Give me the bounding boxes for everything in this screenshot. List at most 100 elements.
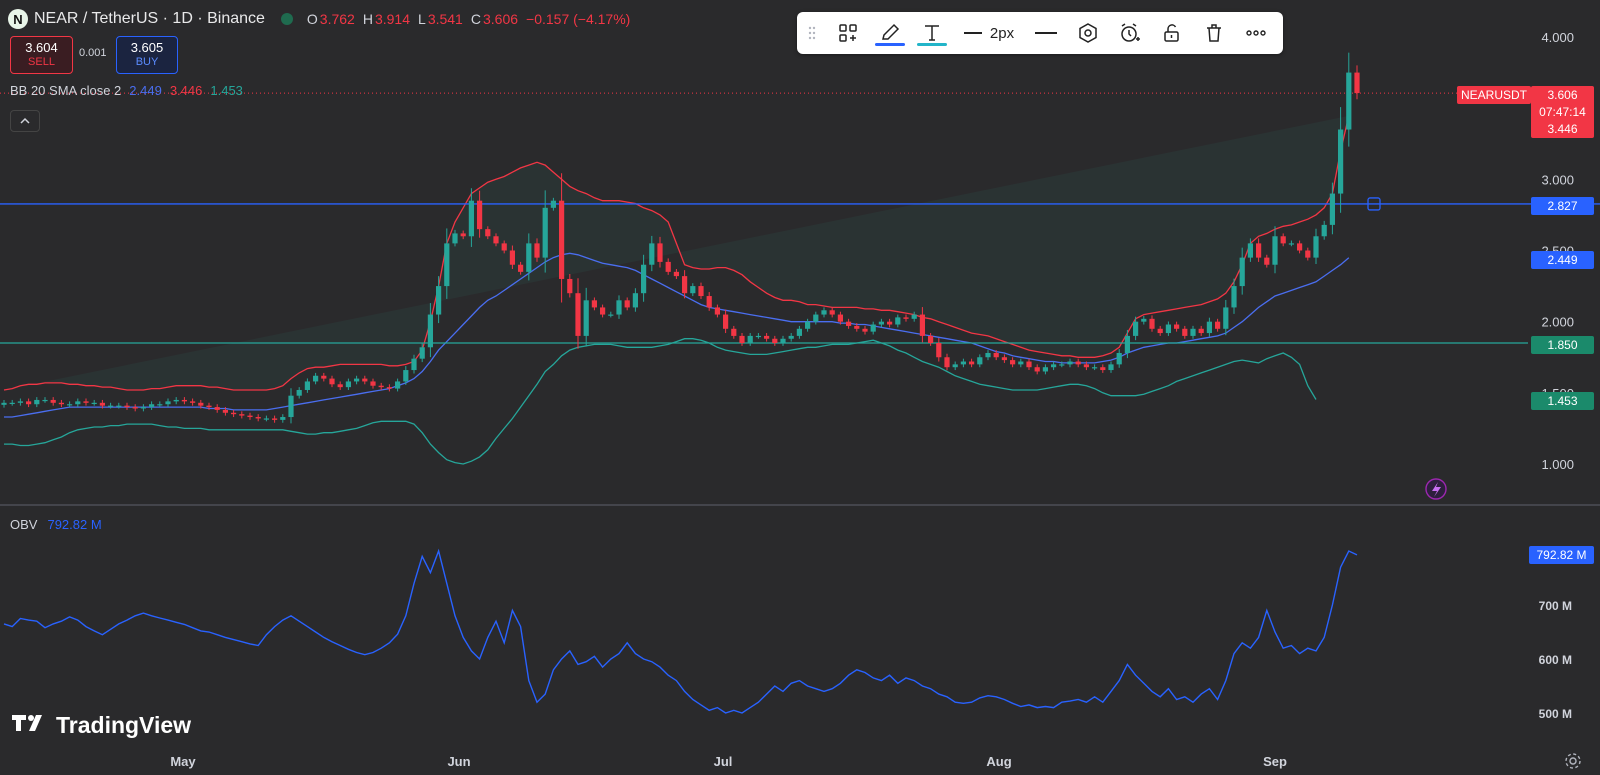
candle	[673, 271, 679, 277]
trash-icon[interactable]	[1193, 12, 1235, 54]
alert-clock-icon[interactable]	[1109, 12, 1151, 54]
candle	[378, 385, 384, 388]
candle	[936, 343, 942, 358]
line-style-icon[interactable]	[1025, 12, 1067, 54]
gear-icon[interactable]	[1564, 752, 1582, 770]
candle	[26, 401, 32, 405]
candle	[1042, 367, 1048, 372]
candle	[1075, 361, 1081, 365]
obv-tick-label: 700 M	[1539, 599, 1572, 613]
sell-button[interactable]: 3.604 SELL	[10, 36, 73, 74]
candle	[1329, 193, 1335, 225]
candle	[1321, 224, 1327, 237]
bb-basis-tag: 2.449	[1531, 251, 1594, 269]
bb-legend[interactable]: BB 20 SMA close 2 2.449 3.446 1.453	[10, 83, 243, 98]
candle	[509, 250, 515, 265]
obv-value: 792.82 M	[47, 517, 102, 532]
candle	[403, 370, 409, 382]
buy-price: 3.605	[130, 40, 164, 55]
candle	[1026, 361, 1032, 368]
candle	[231, 412, 237, 415]
candle	[805, 321, 811, 329]
candle	[911, 314, 917, 319]
candle	[67, 404, 73, 406]
candle	[485, 229, 491, 237]
time-axis-label: Sep	[1263, 754, 1287, 769]
candle	[739, 335, 745, 344]
text-icon[interactable]	[911, 12, 953, 54]
candle	[247, 415, 253, 418]
candle	[1297, 243, 1303, 251]
obv-tick-label: 500 M	[1539, 707, 1572, 721]
candle	[1157, 328, 1163, 334]
collapse-legend-button[interactable]	[10, 110, 40, 132]
candle	[1338, 129, 1344, 194]
candle	[559, 200, 565, 279]
bb-fill	[4, 115, 1349, 390]
candle	[682, 276, 688, 294]
candle	[780, 338, 786, 344]
sell-price: 3.604	[25, 40, 58, 55]
candle	[321, 375, 327, 379]
candle	[600, 307, 606, 315]
candle	[969, 361, 975, 365]
candle	[1206, 321, 1212, 334]
ohlc-values: O 3.762 H 3.914 L 3.541 C 3.606 −0.157 (−4.17%)	[307, 11, 636, 27]
obv-line	[3, 548, 1358, 714]
candle	[1280, 236, 1286, 244]
resistance-tag: 2.827	[1531, 197, 1594, 215]
candle	[1231, 286, 1237, 308]
candle	[42, 399, 48, 402]
candle	[641, 264, 647, 294]
settings-hexagon-icon[interactable]	[1067, 12, 1109, 54]
candle	[878, 321, 884, 325]
candle	[214, 407, 220, 410]
candle	[386, 387, 392, 389]
candle	[747, 335, 753, 344]
candle	[1108, 364, 1114, 371]
candle	[124, 405, 130, 408]
candle	[583, 300, 589, 336]
ohlc-value-l: 3.541	[427, 11, 463, 27]
candle	[58, 402, 64, 405]
obv-legend[interactable]: OBV 792.82 M	[10, 517, 102, 532]
pencil-icon[interactable]	[869, 12, 911, 54]
time-axis-label: May	[170, 754, 196, 769]
candle	[1198, 328, 1204, 334]
candle	[1083, 364, 1089, 368]
ohlc-value-h: 3.914	[374, 11, 411, 27]
line-width-button[interactable]: 2px	[953, 12, 1025, 54]
candle	[624, 300, 630, 308]
candle	[731, 328, 737, 336]
candle	[1272, 236, 1278, 265]
candle	[1010, 360, 1016, 365]
candle	[370, 381, 376, 386]
more-icon[interactable]	[1235, 12, 1277, 54]
candle	[181, 399, 187, 402]
candle	[632, 293, 638, 308]
candle	[345, 381, 351, 388]
candle	[304, 381, 310, 390]
drag-handle-icon[interactable]	[797, 12, 827, 54]
candle	[755, 335, 761, 338]
candle	[526, 243, 532, 272]
candle	[91, 402, 97, 404]
candle	[870, 324, 876, 332]
buy-button[interactable]: 3.605 BUY	[116, 36, 178, 74]
tradingview-logo[interactable]: TradingView	[12, 712, 191, 739]
candle	[140, 407, 146, 409]
candle	[501, 243, 507, 251]
lightning-bolt-glyph	[1432, 482, 1441, 497]
lock-icon[interactable]	[1151, 12, 1193, 54]
candle	[862, 328, 868, 332]
candle	[17, 401, 23, 403]
candle	[764, 335, 770, 339]
symbol-title[interactable]: NEAR / TetherUS · 1D · Binance	[34, 10, 265, 27]
drawing-toolbar: 2px	[797, 12, 1283, 54]
candle	[1313, 236, 1319, 258]
candle	[518, 264, 524, 272]
buy-label: BUY	[135, 56, 159, 68]
candle	[206, 405, 212, 408]
object-tree-icon[interactable]	[827, 12, 869, 54]
